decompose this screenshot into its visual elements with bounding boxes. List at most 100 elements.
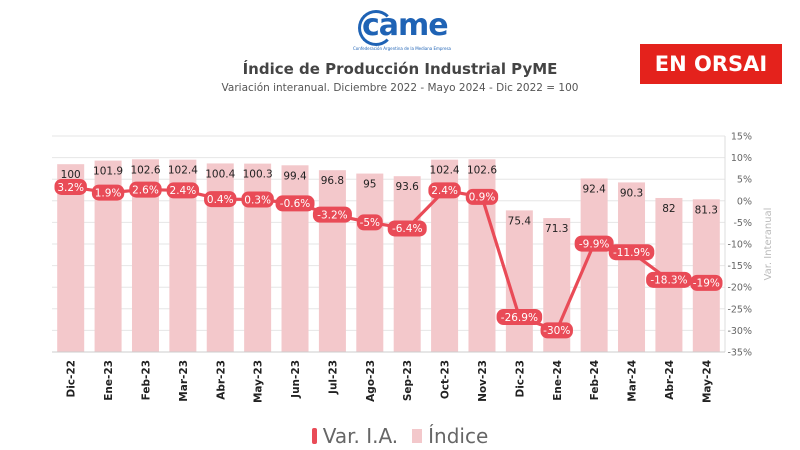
index-bar [318,170,346,352]
index-bar-label: 102.4 [430,165,460,177]
legend-item-variation: Var. I.A. [311,424,399,448]
x-tick-label: May-23 [253,360,265,403]
index-bar-label: 102.6 [467,164,497,176]
index-bar-label: 93.6 [395,181,419,193]
variation-point-marker [387,220,427,237]
index-bar-label: 100.3 [243,169,273,181]
legend-label-variation: Var. I.A. [322,424,399,448]
variation-point-label: -0.6% [280,198,310,210]
right-axis-tick-label: -5% [734,218,753,229]
index-bar-label: 102.4 [168,165,198,177]
x-tick-label: Dic-22 [66,360,78,398]
index-bar-label: 75.4 [508,215,532,227]
variation-point-label: 2.4% [170,185,197,197]
x-tick-label: Feb-23 [140,360,152,400]
variation-point-marker [646,271,692,288]
index-bar-label: 82 [662,203,675,215]
right-axis-tick-label: 5% [737,175,752,186]
variation-point-marker [574,235,614,252]
right-axis-tick-label: -25% [727,304,752,315]
legend-line-swatch [311,428,317,444]
en-orsai-badge: EN ORSAI [640,44,782,84]
variation-point-marker [275,195,315,212]
x-tick-label: Mar-24 [627,360,639,402]
variation-point-marker [91,184,125,201]
x-tick-label: Abr-24 [664,360,676,400]
index-bar [505,210,533,352]
variation-point-marker [312,206,352,223]
variation-point-marker [129,181,162,198]
right-axis-tick-label: 15% [731,132,752,143]
index-bar-label: 99.4 [283,170,307,182]
axes: 15% 10% 5% 0% -5% -10% -15% -20% -25% -30% -35% Var… [52,132,774,403]
legend-bar-swatch [412,429,423,443]
index-bar [618,182,646,352]
index-bar-label: 71.3 [545,223,568,235]
x-tick-label: Abr-23 [215,360,227,400]
index-bar [356,173,384,352]
came-logo: came Confederación Argentina de la Media… [352,8,452,56]
legend-label-index: Índice [428,424,489,448]
variation-point-label: -19% [693,278,720,290]
variation-point-marker [356,214,383,231]
variation-point-label: -5% [360,217,380,229]
variation-point-label: -30% [543,325,570,337]
right-axis-tick-label: -10% [727,240,752,251]
variation-point-label: -11.9% [613,247,650,259]
index-bar-label: 100.4 [205,168,235,180]
variation-point-marker [204,191,237,208]
index-bar [393,176,421,352]
x-tick-label: Oct-23 [440,360,452,399]
index-bar [281,165,309,352]
variation-point-marker [608,244,655,261]
right-axis-tick-label: -20% [727,283,752,294]
variation-point-label: 0.3% [244,194,271,206]
variation-point-marker [428,182,461,199]
variation-point-marker [54,178,87,195]
variation-labels: 3.2% 1.9% 2.6% 2.4% 0.4% 0.3% -0.6% -3.2% -5% -6.… [54,178,723,339]
chart-legend: Var. I.A. Índice [0,422,800,450]
variation-point-label: 0.4% [207,194,234,206]
variation-point-label: -18.3% [650,275,687,287]
variation-point-label: 1.9% [95,187,122,199]
right-axis-tick-label: 0% [737,196,752,207]
x-tick-label: Ene-23 [103,360,115,401]
right-axis-title: Var. Interanual [763,208,774,281]
index-bar-label: 96.8 [321,175,344,187]
index-bar-label: 92.4 [582,183,606,195]
x-tick-label: Sep-23 [402,360,414,401]
variation-point-label: -3.2% [317,209,347,221]
index-bar-label: 101.9 [93,166,123,178]
chart-subtitle: Variación interanual. Diciembre 2022 - M… [221,82,579,94]
variation-point-label: 0.9% [469,192,496,204]
index-bar-label: 102.6 [130,164,160,176]
chart-title: Índice de Producción Industrial PyME [242,60,558,78]
index-bar-label: 90.3 [620,187,643,199]
x-tick-label: May-24 [701,360,713,403]
index-bar-label: 81.3 [695,204,718,216]
index-bar [57,164,85,352]
x-tick-label: Dic-23 [514,360,526,398]
x-tick-label: Feb-24 [589,360,601,400]
variation-point-label: -9.9% [579,238,609,250]
variation-point-marker [690,274,723,291]
variation-point-marker [465,188,499,205]
legend-item-index: Índice [412,424,488,448]
variation-point-label: 3.2% [57,182,84,194]
logo-wordmark: came [362,8,449,43]
variation-point-label: 2.6% [132,184,159,196]
right-axis-tick-label: -15% [727,261,752,272]
variation-point-label: 2.4% [431,185,458,197]
index-bar-label: 95 [363,179,376,191]
variation-point-marker [540,322,573,339]
logo-ring-icon [358,10,394,46]
x-tick-label: Nov-23 [477,360,489,402]
variation-point-label: -26.9% [501,312,538,324]
right-axis-tick-label: -35% [727,348,752,359]
x-tick-label: Jun-23 [290,360,302,399]
variation-point-marker [241,191,274,208]
index-bar [468,159,496,352]
variation-point-label: -6.4% [392,223,422,235]
x-tick-label: Ago-23 [365,360,377,402]
